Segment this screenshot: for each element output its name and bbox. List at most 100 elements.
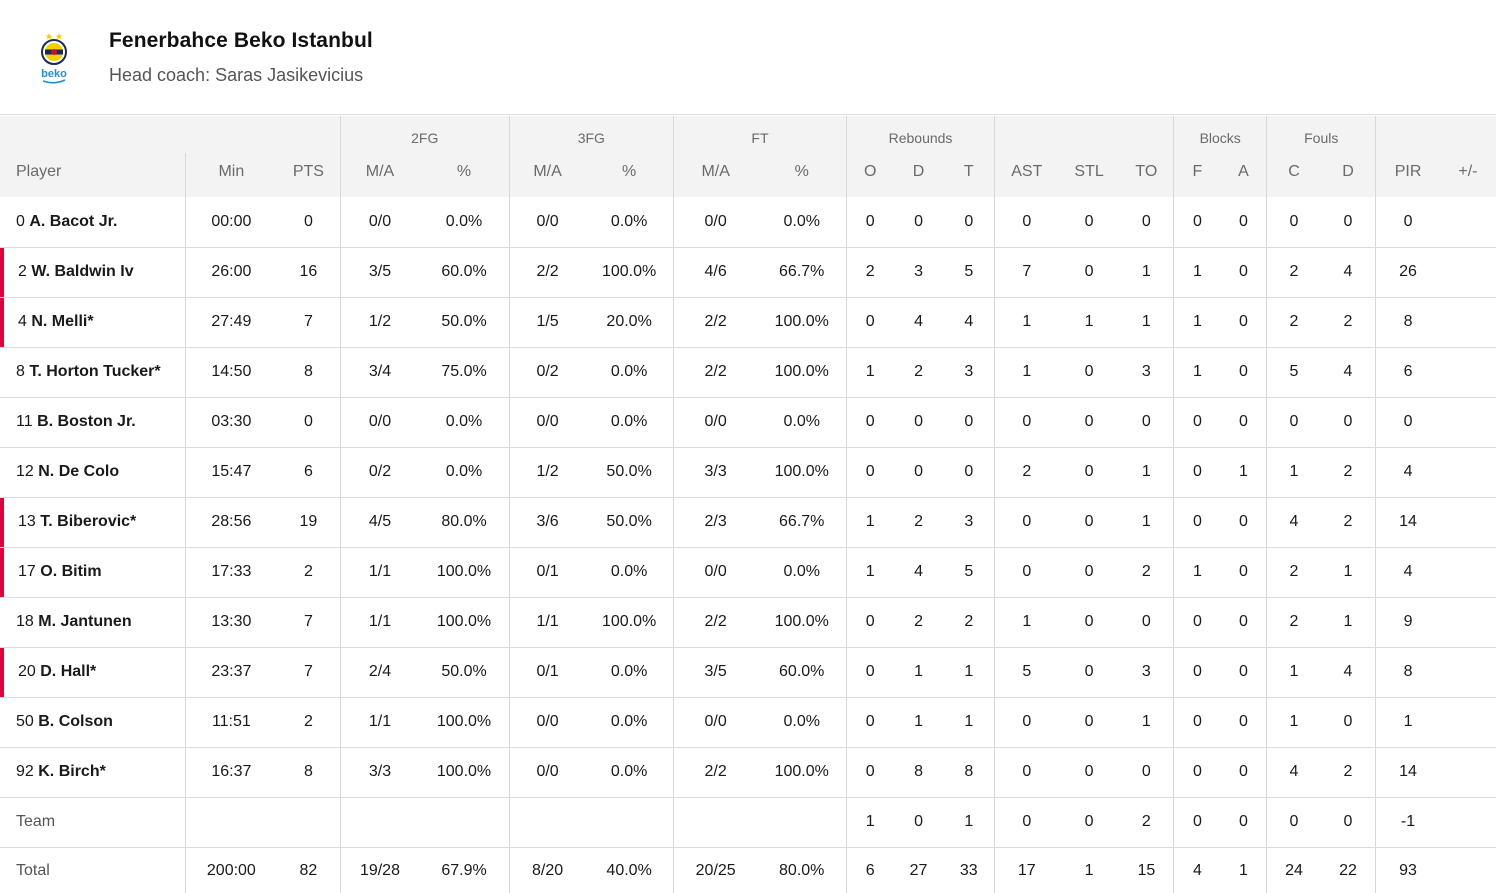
- player-row[interactable]: 0 A. Bacot Jr. 00:00 0 0/0 0.0% 0/0 0.0% 0/0 0.0…: [0, 197, 1496, 248]
- stat-to: 1: [1119, 297, 1174, 348]
- stat-reb-t: 3: [943, 497, 995, 548]
- stat-ft-pct: 66.7%: [757, 497, 847, 548]
- player-name-link[interactable]: K. Birch*: [38, 763, 106, 780]
- stat-stl: 0: [1058, 697, 1120, 748]
- player-name-link[interactable]: N. De Colo: [38, 463, 120, 480]
- player-row[interactable]: 13 T. Biberovic* 28:56 19 4/5 80.0% 3/6 50.0% 2…: [0, 497, 1496, 548]
- col-stl[interactable]: STL: [1058, 153, 1120, 197]
- stat-2fg-ma: 19/28: [339, 847, 420, 893]
- stat-to: 1: [1119, 447, 1174, 498]
- stat-blk-a: 0: [1220, 747, 1267, 798]
- stat-ft-ma: 0/0: [672, 197, 758, 248]
- player-name-link[interactable]: B. Colson: [38, 713, 113, 730]
- stat-reb-d: 2: [893, 347, 944, 398]
- player-name-link[interactable]: A. Bacot Jr.: [29, 212, 118, 230]
- player-row[interactable]: 92 K. Birch* 16:37 8 3/3 100.0% 0/0 0.0% 2/2 100…: [0, 747, 1496, 798]
- col-ast[interactable]: AST: [994, 153, 1059, 197]
- col-2fg-pct[interactable]: %: [419, 153, 510, 197]
- stat-2fg-pct: 50.0%: [419, 647, 510, 698]
- stat-2fg-pct: 80.0%: [419, 497, 510, 548]
- stat-stl: 0: [1058, 347, 1120, 398]
- stat-stl: 0: [1058, 197, 1120, 248]
- player-row[interactable]: 2 W. Baldwin Iv 26:00 16 3/5 60.0% 2/2 100.0% 4…: [0, 247, 1496, 298]
- stat-pts: 6: [277, 447, 341, 498]
- stat-pts: [277, 797, 341, 848]
- stat-pir: 4: [1375, 547, 1440, 598]
- stat-2fg-ma: 3/3: [339, 747, 420, 798]
- group-empty: [994, 116, 1174, 153]
- col-3fg-ma[interactable]: M/A: [508, 153, 586, 197]
- player-name-link[interactable]: O. Bitim: [40, 563, 102, 580]
- player-row[interactable]: 8 T. Horton Tucker* 14:50 8 3/4 75.0% 0/2 0.0%…: [0, 347, 1496, 398]
- player-row[interactable]: 11 B. Boston Jr. 03:30 0 0/0 0.0% 0/0 0.0% 0/0 0…: [0, 397, 1496, 448]
- stat-foul-d: 4: [1320, 647, 1376, 698]
- player-row[interactable]: 17 O. Bitim 17:33 2 1/1 100.0% 0/1 0.0% 0/0 0.0%…: [0, 547, 1496, 598]
- player-name-link[interactable]: T. Biberovic*: [40, 513, 137, 530]
- col-blk-a[interactable]: A: [1220, 153, 1267, 197]
- stat-reb-t: 33: [959, 861, 978, 879]
- col-plus-minus[interactable]: +/-: [1439, 153, 1496, 197]
- col-ft-pct[interactable]: %: [757, 153, 847, 197]
- stat-min: 28:56: [184, 497, 278, 548]
- player-name-link[interactable]: M. Jantunen: [38, 613, 132, 630]
- col-3fg-pct[interactable]: %: [585, 153, 674, 197]
- stat-reb-o: 0: [845, 647, 894, 698]
- stat-foul-c: 2: [1266, 297, 1321, 348]
- stat-blk-a: 0: [1220, 797, 1267, 848]
- col-reb-o[interactable]: O: [845, 153, 894, 197]
- stat-blk-a: 0: [1220, 197, 1267, 248]
- team-name: Fenerbahce Beko Istanbul: [109, 29, 373, 52]
- player-name-link[interactable]: T. Horton Tucker*: [29, 363, 161, 380]
- col-pir[interactable]: PIR: [1375, 153, 1440, 197]
- stat-stl: 0: [1058, 747, 1120, 798]
- stat-blk-f: 0: [1173, 497, 1221, 548]
- stat-2fg-pct: 67.9%: [441, 861, 487, 879]
- player-row[interactable]: 20 D. Hall* 23:37 7 2/4 50.0% 0/1 0.0% 3/5 60.0%…: [0, 647, 1496, 698]
- stat-plus-minus: [1440, 847, 1496, 893]
- stat-blk-f: 1: [1173, 347, 1221, 398]
- stat-min: 14:50: [184, 347, 278, 398]
- stat-3fg-pct: 0.0%: [585, 347, 674, 398]
- stat-min: 200:00: [184, 847, 278, 893]
- stat-pir: 6: [1375, 347, 1440, 398]
- stat-ft-ma: 2/2: [672, 347, 758, 398]
- stat-reb-o: 1: [845, 797, 894, 848]
- col-foul-d[interactable]: D: [1320, 153, 1376, 197]
- col-ft-ma[interactable]: M/A: [672, 153, 758, 197]
- col-foul-c[interactable]: C: [1266, 153, 1321, 197]
- stat-foul-c: 2: [1266, 247, 1321, 298]
- stat-blk-a: 0: [1220, 547, 1267, 598]
- col-pts[interactable]: PTS: [277, 153, 341, 197]
- player-name-link[interactable]: W. Baldwin Iv: [31, 263, 134, 280]
- stat-reb-d: 8: [893, 747, 944, 798]
- stat-3fg-pct: [585, 797, 674, 848]
- player-row[interactable]: 18 M. Jantunen 13:30 7 1/1 100.0% 1/1 100.0% 2/…: [0, 597, 1496, 648]
- player-row[interactable]: 50 B. Colson 11:51 2 1/1 100.0% 0/0 0.0% 0/0 0.0…: [0, 697, 1496, 748]
- stat-ast: 7: [994, 247, 1059, 298]
- stat-2fg-pct: 100.0%: [419, 697, 510, 748]
- stat-pts: 7: [277, 647, 341, 698]
- stat-ast: 0: [994, 747, 1059, 798]
- col-reb-d[interactable]: D: [893, 153, 944, 197]
- col-reb-t[interactable]: T: [943, 153, 995, 197]
- col-blk-f[interactable]: F: [1173, 153, 1221, 197]
- stat-reb-t: 4: [943, 297, 995, 348]
- col-min[interactable]: Min: [184, 153, 278, 197]
- stat-reb-o: 0: [845, 397, 894, 448]
- stat-pir: 0: [1375, 397, 1440, 448]
- stat-to: 3: [1119, 647, 1174, 698]
- stat-3fg-pct: 100.0%: [585, 597, 674, 648]
- player-name-link[interactable]: N. Melli*: [31, 313, 94, 330]
- player-name-link[interactable]: B. Boston Jr.: [37, 413, 136, 430]
- col-to[interactable]: TO: [1119, 153, 1174, 197]
- stat-plus-minus: [1439, 547, 1496, 598]
- player-row[interactable]: 12 N. De Colo 15:47 6 0/2 0.0% 1/2 50.0% 3/3 100…: [0, 447, 1496, 498]
- player-row[interactable]: 4 N. Melli* 27:49 7 1/2 50.0% 1/5 20.0% 2/2 100.…: [0, 297, 1496, 348]
- stat-ft-ma: 2/2: [672, 597, 758, 648]
- col-2fg-ma[interactable]: M/A: [339, 153, 420, 197]
- player-name-link[interactable]: D. Hall*: [40, 663, 97, 680]
- stat-reb-t: 0: [943, 197, 995, 248]
- col-player[interactable]: Player: [0, 153, 186, 197]
- stat-blk-a: 0: [1220, 397, 1267, 448]
- stat-ft-ma: 2/2: [672, 297, 758, 348]
